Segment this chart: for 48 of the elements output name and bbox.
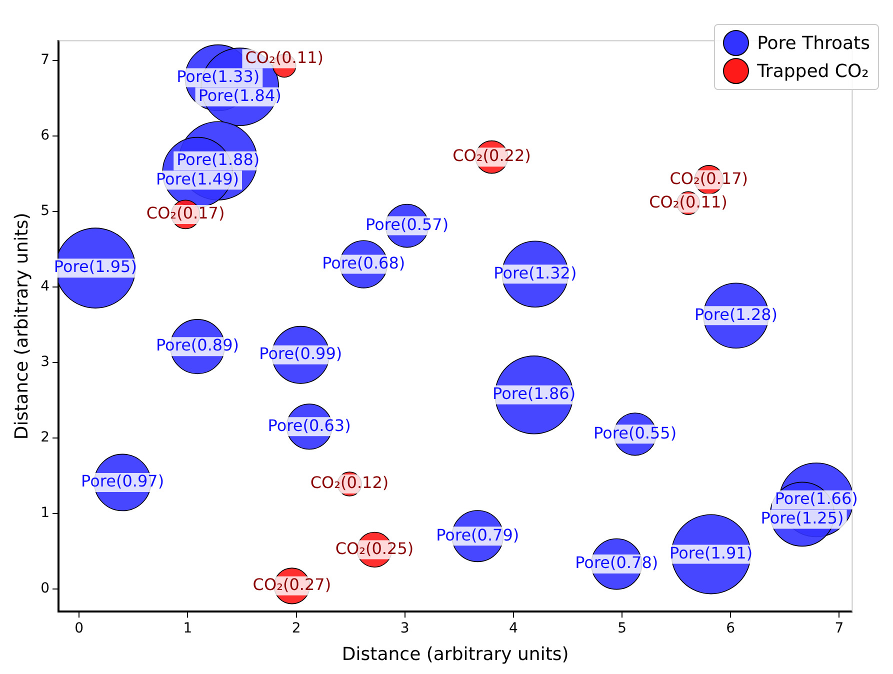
y-tick-label: 7 xyxy=(40,52,50,68)
y-tick-label: 1 xyxy=(40,505,50,522)
x-tick-label: 4 xyxy=(508,620,518,637)
annotation: Pore(0.55) xyxy=(594,423,677,442)
y-axis-title: Distance (arbitrary units) xyxy=(11,212,32,440)
y-tick-label: 3 xyxy=(40,354,50,370)
annotation: CO₂(0.17) xyxy=(670,168,748,188)
annotation: Pore(0.57) xyxy=(366,214,449,234)
annotation: CO₂(0.22) xyxy=(452,146,531,166)
x-axis-title: Distance (arbitrary units) xyxy=(342,644,569,665)
x-tick-label: 7 xyxy=(834,620,844,637)
annotation: CO₂(0.11) xyxy=(245,48,324,67)
annotation: Pore(1.66) xyxy=(774,489,858,508)
y-tick-label: 0 xyxy=(40,580,50,597)
annotation: CO₂(0.27) xyxy=(252,575,332,594)
legend-label: Trapped CO₂ xyxy=(757,60,869,82)
annotation: CO₂(0.12) xyxy=(310,473,389,492)
x-tick-label: 0 xyxy=(74,620,84,637)
annotation: Pore(0.97) xyxy=(81,472,164,491)
y-tick-label: 4 xyxy=(40,278,50,295)
annotation: Pore(0.99) xyxy=(259,344,342,364)
annotation: Pore(0.78) xyxy=(575,553,658,572)
x-tick-label: 6 xyxy=(726,620,736,637)
annotation: CO₂(0.17) xyxy=(146,204,225,223)
annotation: Pore(1.28) xyxy=(694,304,778,324)
annotation: Pore(1.91) xyxy=(670,543,753,562)
annotation: Pore(1.84) xyxy=(198,86,282,106)
annotation: Pore(0.68) xyxy=(322,253,406,272)
annotation: Pore(1.25) xyxy=(760,508,844,528)
x-tick-label: 1 xyxy=(183,620,192,637)
annotation: CO₂(0.25) xyxy=(335,538,414,558)
y-tick-label: 5 xyxy=(40,203,50,220)
legend-label: Pore Throats xyxy=(757,32,870,54)
x-tick-label: 3 xyxy=(400,620,410,637)
annotation: CO₂(0.11) xyxy=(649,192,728,212)
annotation: Pore(1.95) xyxy=(54,257,137,276)
annotation: Pore(1.88) xyxy=(176,150,260,170)
annotation: Pore(1.49) xyxy=(156,169,240,188)
annotation: Pore(1.33) xyxy=(176,66,260,86)
annotation: Pore(0.63) xyxy=(268,416,351,435)
annotation: Pore(1.86) xyxy=(492,384,576,404)
y-tick-label: 2 xyxy=(40,430,50,446)
x-tick-label: 5 xyxy=(618,620,626,637)
y-tick-label: 6 xyxy=(40,128,50,144)
x-tick-label: 2 xyxy=(292,620,301,637)
annotation: Pore(1.32) xyxy=(494,263,577,282)
annotation: Pore(0.89) xyxy=(156,336,240,355)
annotation: Pore(0.79) xyxy=(436,525,520,544)
